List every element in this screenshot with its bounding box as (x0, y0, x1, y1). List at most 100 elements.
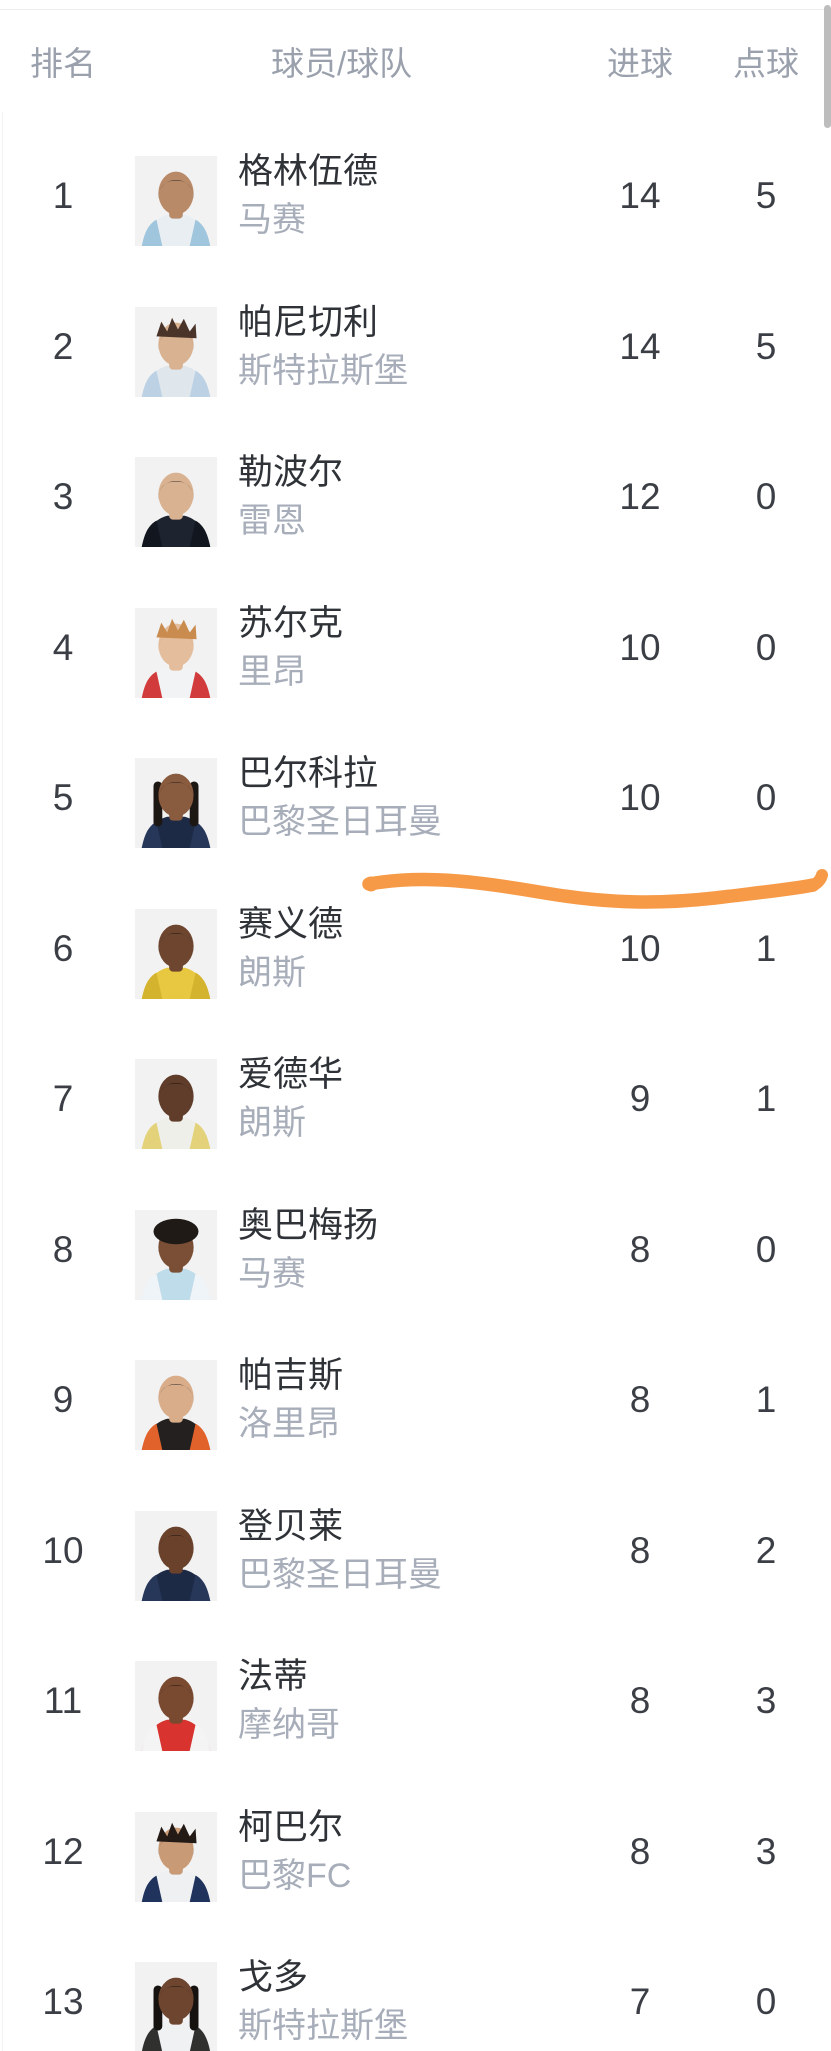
player-cell: 巴尔科拉 巴黎圣日耳曼 (112, 748, 571, 849)
team-name: 斯特拉斯堡 (238, 2007, 408, 2046)
player-cell: 戈多 斯特拉斯堡 (112, 1952, 571, 2051)
player-avatar (134, 156, 218, 247)
goals-value: 10 (619, 777, 661, 819)
player-cell: 格林伍德 马赛 (112, 146, 571, 247)
player-names: 戈多 斯特拉斯堡 (238, 1955, 408, 2049)
player-name: 格林伍德 (238, 152, 379, 192)
rank-value: 6 (52, 927, 74, 969)
team-name: 巴黎圣日耳曼 (238, 803, 442, 842)
penalties-value: 0 (755, 1981, 777, 2023)
player-cell: 爱德华 朗斯 (112, 1049, 571, 1150)
team-name: 雷恩 (238, 502, 306, 541)
player-avatar (134, 758, 218, 849)
header-goals: 进球 (607, 44, 673, 82)
rank-value: 11 (43, 1680, 83, 1722)
header-player: 球员/球队 (271, 44, 413, 82)
player-cell: 奥巴梅扬 马赛 (112, 1200, 571, 1300)
penalties-value: 0 (755, 1228, 777, 1270)
player-name: 法蒂 (238, 1657, 309, 1697)
team-name: 朗斯 (238, 1104, 306, 1143)
table-row[interactable]: 10 登贝莱 巴黎圣日耳曼 (0, 1476, 831, 1627)
penalties-value: 5 (755, 175, 777, 217)
table-row[interactable]: 7 爱德华 朗斯 (0, 1024, 831, 1175)
team-name: 马赛 (238, 1254, 306, 1293)
player-avatar (134, 1059, 218, 1150)
penalties-value: 0 (755, 476, 777, 518)
left-edge-line (2, 112, 3, 2051)
penalties-value: 3 (755, 1680, 777, 1722)
team-name: 摩纳哥 (238, 1706, 340, 1745)
player-avatar (134, 1360, 218, 1451)
player-name: 勒波尔 (238, 453, 344, 493)
team-name: 洛里昂 (238, 1405, 340, 1444)
player-name: 赛义德 (238, 904, 344, 944)
table-row[interactable]: 5 巴尔科拉 巴黎圣日耳曼 (0, 723, 831, 874)
player-cell: 帕吉斯 洛里昂 (112, 1350, 571, 1451)
rank-value: 7 (52, 1078, 74, 1120)
table-row[interactable]: 1 格林伍德 马赛 (0, 121, 831, 272)
table-row[interactable]: 8 奥巴梅扬 马赛 (0, 1175, 831, 1326)
table-row[interactable]: 3 勒波尔 雷恩 (0, 422, 831, 573)
player-names: 登贝莱 巴黎圣日耳曼 (238, 1504, 442, 1598)
player-cell: 苏尔克 里昂 (112, 598, 571, 698)
player-names: 格林伍德 马赛 (238, 149, 378, 243)
rank-value: 3 (52, 476, 74, 518)
player-name: 登贝莱 (238, 1506, 344, 1546)
team-name: 巴黎圣日耳曼 (238, 1555, 442, 1594)
team-name: 马赛 (238, 201, 306, 240)
goals-value: 8 (629, 1680, 651, 1722)
goals-value: 10 (619, 927, 661, 969)
player-names: 巴尔科拉 巴黎圣日耳曼 (238, 751, 442, 845)
player-cell: 勒波尔 雷恩 (112, 447, 571, 548)
player-cell: 赛义德 朗斯 (112, 899, 571, 999)
goals-value: 14 (619, 175, 661, 217)
goals-value: 14 (619, 325, 661, 367)
player-cell: 登贝莱 巴黎圣日耳曼 (112, 1501, 571, 1601)
player-names: 帕吉斯 洛里昂 (238, 1353, 343, 1447)
player-name: 柯巴尔 (238, 1807, 344, 1847)
team-name: 斯特拉斯堡 (238, 351, 408, 390)
goals-value: 8 (629, 1228, 651, 1270)
player-names: 奥巴梅扬 马赛 (238, 1203, 378, 1297)
table-row[interactable]: 6 赛义德 朗斯 (0, 874, 831, 1025)
table-row[interactable]: 11 法蒂 摩纳哥 (0, 1626, 831, 1777)
team-name: 巴黎FC (238, 1856, 352, 1895)
table-row[interactable]: 4 苏尔克 里昂 (0, 573, 831, 724)
player-names: 帕尼切利 斯特拉斯堡 (238, 300, 408, 394)
player-names: 苏尔克 里昂 (238, 601, 343, 695)
goals-value: 10 (619, 626, 661, 668)
rank-value: 5 (52, 777, 74, 819)
player-names: 法蒂 摩纳哥 (238, 1654, 340, 1748)
player-avatar (134, 908, 218, 999)
scorers-list: 1 格林伍德 马赛 (0, 121, 831, 2051)
penalties-value: 1 (755, 1379, 777, 1421)
player-avatar (134, 1209, 218, 1300)
table-row[interactable]: 2 帕尼切利 斯特拉斯堡 (0, 272, 831, 423)
table-row[interactable]: 13 戈多 斯特拉斯堡 (0, 1927, 831, 2051)
player-avatar (134, 1811, 218, 1902)
goals-value: 8 (629, 1379, 651, 1421)
rank-value: 1 (52, 175, 74, 217)
player-names: 爱德华 朗斯 (238, 1052, 343, 1146)
player-names: 柯巴尔 巴黎FC (238, 1805, 351, 1899)
table-row[interactable]: 12 柯巴尔 巴黎FC (0, 1777, 831, 1928)
team-name: 朗斯 (238, 953, 306, 992)
player-name: 戈多 (238, 1958, 309, 1998)
player-name: 帕吉斯 (238, 1356, 344, 1396)
player-name: 爱德华 (238, 1055, 344, 1095)
penalties-value: 2 (755, 1529, 777, 1571)
goals-value: 8 (629, 1830, 651, 1872)
rank-value: 4 (52, 626, 74, 668)
header-rank: 排名 (30, 44, 96, 82)
goals-value: 9 (629, 1078, 651, 1120)
penalties-value: 3 (755, 1830, 777, 1872)
player-avatar (134, 607, 218, 698)
rank-value: 10 (42, 1529, 84, 1571)
player-name: 巴尔科拉 (238, 754, 379, 794)
player-avatar (134, 1962, 218, 2051)
player-name: 苏尔克 (238, 603, 344, 643)
goals-value: 12 (619, 476, 661, 518)
player-avatar (134, 1661, 218, 1752)
scrollbar-thumb[interactable] (824, 5, 831, 128)
table-row[interactable]: 9 帕吉斯 洛里昂 (0, 1325, 831, 1476)
